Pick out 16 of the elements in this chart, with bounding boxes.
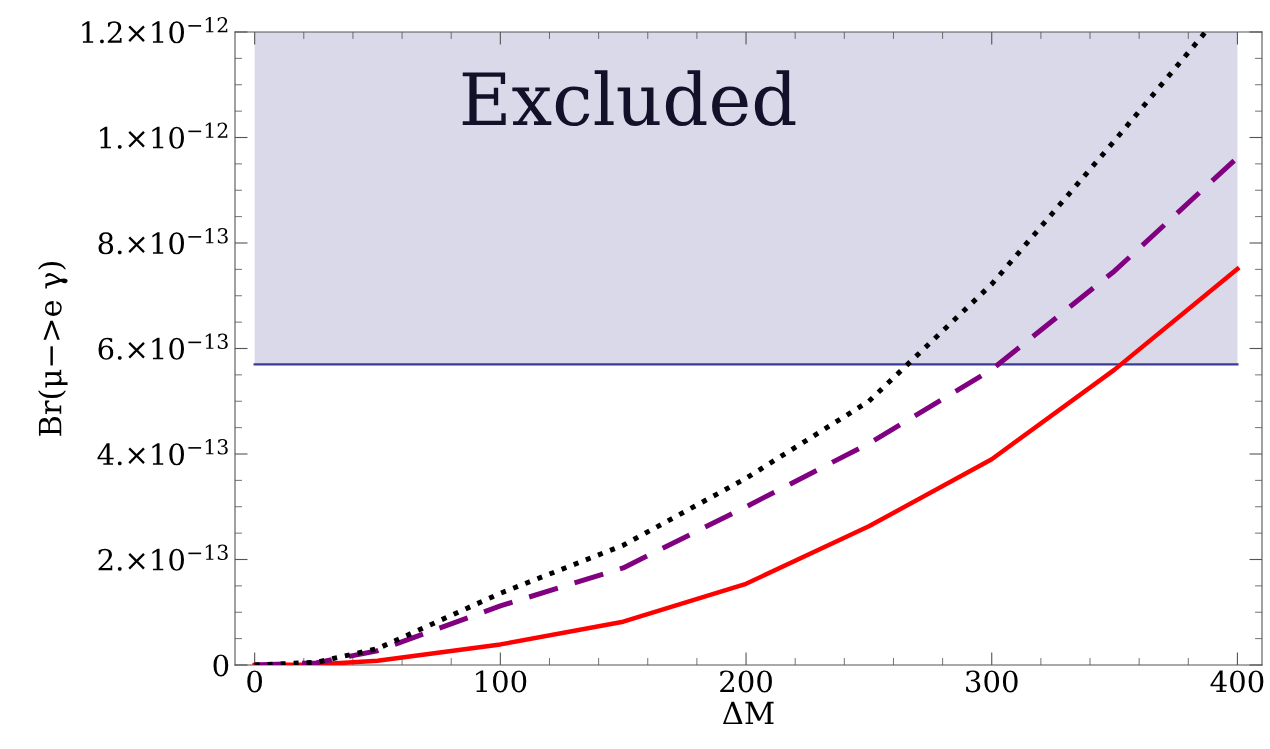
x-axis-title: ΔM [722,701,774,725]
y-tick-label: 4.×10$^{−13}$ [97,439,228,466]
band-label: Excluded [462,70,796,127]
x-tick-label: 0 [247,670,262,693]
y-tick-label: 8.×10$^{−13}$ [98,228,228,255]
y-tick-label: 1.2×10$^{−12}$ [82,17,228,44]
y-tick-label: 0 [213,654,229,677]
x-tick-label: 300 [966,670,1018,693]
y-axis-title: Br(μ−>e γ) [38,261,68,436]
x-tick-label: 200 [720,670,772,693]
line-series [252,266,1240,665]
y-tick-label: 1.×10$^{−12}$ [100,122,228,149]
x-tick-label: 100 [476,670,527,693]
x-tick-label: 400 [1210,670,1264,693]
y-tick-label: 6.×10$^{−13}$ [98,333,228,360]
y-tick-label: 2.×10$^{−13}$ [98,544,228,571]
